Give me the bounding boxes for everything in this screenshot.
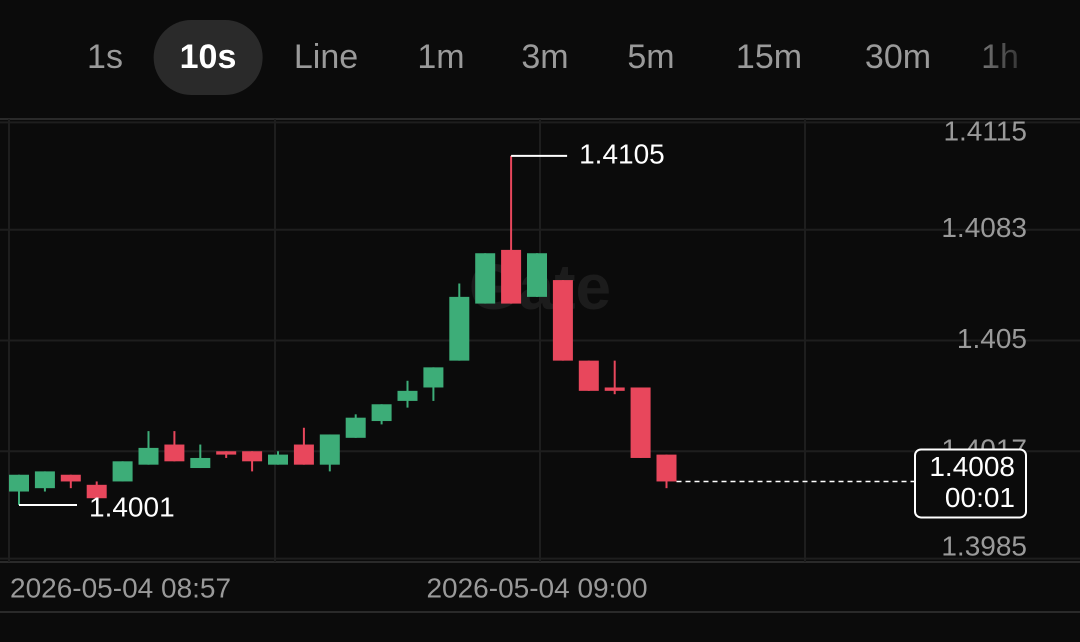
candle-body bbox=[449, 296, 470, 361]
interval-tab[interactable]: 1m bbox=[417, 38, 465, 76]
candle-body bbox=[527, 253, 547, 297]
candle-body bbox=[319, 434, 340, 465]
max-label: 1.4105 bbox=[579, 138, 665, 169]
candle-body bbox=[216, 451, 237, 455]
candle-body bbox=[501, 249, 522, 304]
price-box bbox=[914, 448, 1027, 519]
candle-body bbox=[578, 360, 599, 391]
candle-body bbox=[630, 387, 651, 458]
x-tick-label: 2026-05-04 09:00 bbox=[426, 572, 647, 603]
candle-body bbox=[138, 447, 159, 465]
candle-body bbox=[164, 444, 185, 462]
candle-body bbox=[112, 461, 133, 482]
y-tick-label: 1.4083 bbox=[941, 212, 1027, 243]
interval-tab[interactable]: Line bbox=[293, 38, 359, 76]
interval-tabs: 1s 10s Line 1m 3m 5m 15m 30m 1h bbox=[0, 0, 1080, 115]
candle-body bbox=[604, 387, 625, 391]
countdown-label: 00:01 bbox=[945, 482, 1015, 513]
candle-body bbox=[60, 474, 81, 482]
interval-tab[interactable]: 10s bbox=[153, 20, 263, 95]
price-label: 1.4008 bbox=[929, 451, 1015, 482]
candle-body bbox=[345, 417, 366, 438]
candle-body bbox=[552, 280, 573, 361]
interval-tab[interactable]: 15m bbox=[735, 38, 803, 76]
candle-body bbox=[86, 484, 107, 499]
candle-body bbox=[242, 451, 263, 462]
candle-body bbox=[397, 390, 418, 401]
candle-body bbox=[293, 444, 314, 465]
x-tick-label: 2026-05-04 08:57 bbox=[10, 572, 231, 603]
y-tick-label: 1.405 bbox=[957, 323, 1027, 354]
candle-body bbox=[371, 404, 392, 422]
candle-body bbox=[475, 253, 496, 304]
interval-tab[interactable]: 5m bbox=[627, 38, 675, 76]
interval-tab[interactable]: 30m bbox=[864, 38, 932, 76]
interval-tab[interactable]: 1s bbox=[87, 38, 123, 76]
candle-body bbox=[268, 454, 288, 465]
candle-body bbox=[656, 454, 677, 482]
y-tick-label: 1.4115 bbox=[943, 115, 1027, 146]
candle-body bbox=[9, 474, 29, 492]
interval-tab[interactable]: 3m bbox=[521, 38, 569, 76]
candle-body bbox=[34, 471, 55, 489]
candle-body bbox=[190, 457, 211, 469]
y-tick-label: 1.3985 bbox=[941, 530, 1027, 561]
candle-body bbox=[423, 367, 444, 388]
min-label: 1.4001 bbox=[89, 491, 175, 522]
